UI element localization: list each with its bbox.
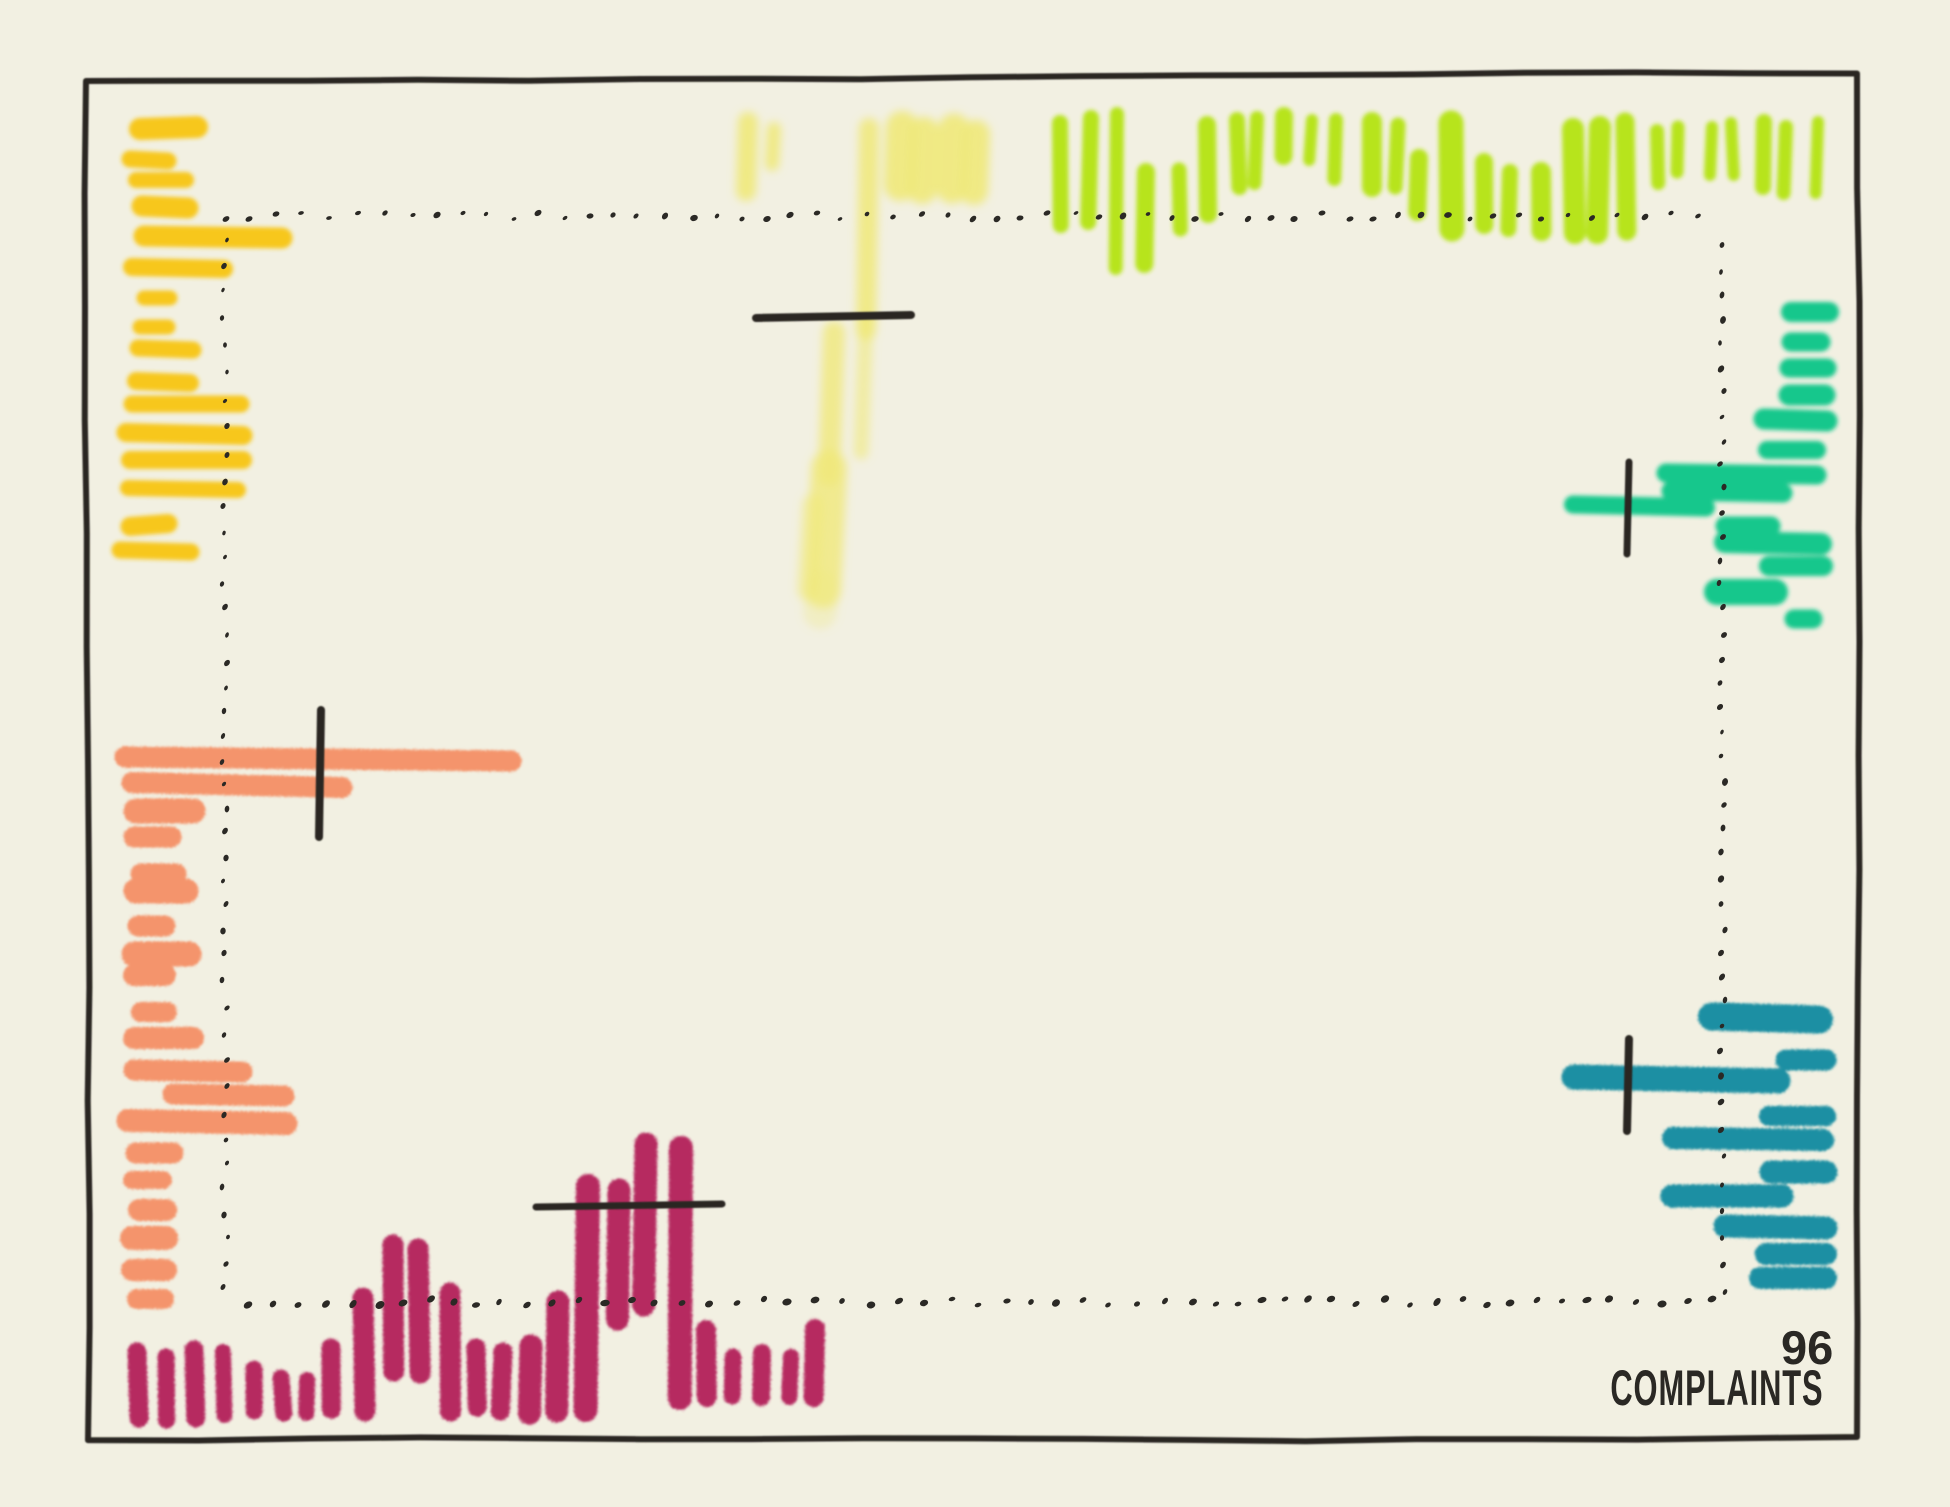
svg-text:COMPLAINTS: COMPLAINTS — [1610, 1359, 1823, 1416]
svg-text:96: 96 — [1781, 1321, 1833, 1374]
